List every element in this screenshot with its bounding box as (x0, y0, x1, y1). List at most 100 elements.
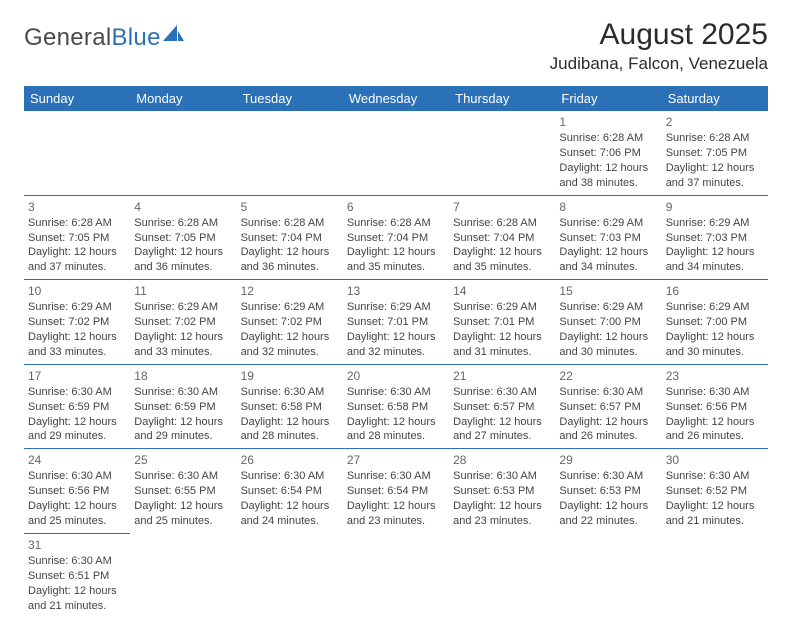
calendar-cell: 20Sunrise: 6:30 AMSunset: 6:58 PMDayligh… (343, 364, 449, 449)
daylight-line-1: Daylight: 12 hours (241, 245, 339, 260)
calendar-row: 10Sunrise: 6:29 AMSunset: 7:02 PMDayligh… (24, 280, 768, 365)
weekday-header: Thursday (449, 86, 555, 111)
logo-text-general: General (24, 24, 111, 52)
day-number: 20 (347, 368, 445, 384)
sunrise-line: Sunrise: 6:30 AM (347, 385, 445, 400)
calendar-cell (449, 111, 555, 195)
calendar-cell: 10Sunrise: 6:29 AMSunset: 7:02 PMDayligh… (24, 280, 130, 365)
day-number: 18 (134, 368, 232, 384)
sunset-line: Sunset: 6:59 PM (28, 400, 126, 415)
daylight-line-1: Daylight: 12 hours (241, 415, 339, 430)
day-number: 16 (666, 283, 764, 299)
daylight-line-1: Daylight: 12 hours (347, 330, 445, 345)
sunset-line: Sunset: 6:52 PM (666, 484, 764, 499)
daylight-line-1: Daylight: 12 hours (453, 415, 551, 430)
sail-icon (163, 23, 185, 48)
daylight-line-2: and 37 minutes. (28, 260, 126, 275)
daylight-line-1: Daylight: 12 hours (559, 161, 657, 176)
sunrise-line: Sunrise: 6:29 AM (559, 300, 657, 315)
daylight-line-1: Daylight: 12 hours (559, 330, 657, 345)
calendar-cell (237, 533, 343, 617)
daylight-line-2: and 31 minutes. (453, 345, 551, 360)
sunrise-line: Sunrise: 6:29 AM (347, 300, 445, 315)
day-number: 26 (241, 452, 339, 468)
calendar-cell: 8Sunrise: 6:29 AMSunset: 7:03 PMDaylight… (555, 195, 661, 280)
calendar-cell: 3Sunrise: 6:28 AMSunset: 7:05 PMDaylight… (24, 195, 130, 280)
sunrise-line: Sunrise: 6:29 AM (241, 300, 339, 315)
sunrise-line: Sunrise: 6:29 AM (28, 300, 126, 315)
calendar-cell: 5Sunrise: 6:28 AMSunset: 7:04 PMDaylight… (237, 195, 343, 280)
calendar-cell: 28Sunrise: 6:30 AMSunset: 6:53 PMDayligh… (449, 449, 555, 534)
daylight-line-2: and 28 minutes. (347, 429, 445, 444)
weekday-header: Friday (555, 86, 661, 111)
day-number: 7 (453, 199, 551, 215)
calendar-cell (237, 111, 343, 195)
sunrise-line: Sunrise: 6:30 AM (241, 469, 339, 484)
daylight-line-2: and 23 minutes. (347, 514, 445, 529)
sunset-line: Sunset: 6:53 PM (453, 484, 551, 499)
sunset-line: Sunset: 6:54 PM (241, 484, 339, 499)
calendar-cell: 6Sunrise: 6:28 AMSunset: 7:04 PMDaylight… (343, 195, 449, 280)
calendar-cell: 12Sunrise: 6:29 AMSunset: 7:02 PMDayligh… (237, 280, 343, 365)
daylight-line-2: and 25 minutes. (28, 514, 126, 529)
daylight-line-1: Daylight: 12 hours (666, 245, 764, 260)
calendar-cell: 22Sunrise: 6:30 AMSunset: 6:57 PMDayligh… (555, 364, 661, 449)
daylight-line-2: and 26 minutes. (666, 429, 764, 444)
calendar-cell: 15Sunrise: 6:29 AMSunset: 7:00 PMDayligh… (555, 280, 661, 365)
daylight-line-1: Daylight: 12 hours (347, 245, 445, 260)
calendar-cell: 4Sunrise: 6:28 AMSunset: 7:05 PMDaylight… (130, 195, 236, 280)
day-number: 23 (666, 368, 764, 384)
sunrise-line: Sunrise: 6:30 AM (241, 385, 339, 400)
calendar-cell: 2Sunrise: 6:28 AMSunset: 7:05 PMDaylight… (662, 111, 768, 195)
sunset-line: Sunset: 6:58 PM (347, 400, 445, 415)
daylight-line-2: and 36 minutes. (134, 260, 232, 275)
day-number: 31 (28, 537, 126, 553)
daylight-line-1: Daylight: 12 hours (134, 499, 232, 514)
calendar-row: 31Sunrise: 6:30 AMSunset: 6:51 PMDayligh… (24, 533, 768, 617)
daylight-line-1: Daylight: 12 hours (559, 415, 657, 430)
daylight-line-1: Daylight: 12 hours (453, 330, 551, 345)
sunset-line: Sunset: 7:05 PM (28, 231, 126, 246)
daylight-line-1: Daylight: 12 hours (559, 245, 657, 260)
daylight-line-1: Daylight: 12 hours (666, 161, 764, 176)
weekday-header: Sunday (24, 86, 130, 111)
calendar-cell: 16Sunrise: 6:29 AMSunset: 7:00 PMDayligh… (662, 280, 768, 365)
daylight-line-2: and 29 minutes. (28, 429, 126, 444)
weekday-header: Monday (130, 86, 236, 111)
daylight-line-1: Daylight: 12 hours (453, 499, 551, 514)
calendar-cell: 29Sunrise: 6:30 AMSunset: 6:53 PMDayligh… (555, 449, 661, 534)
sunrise-line: Sunrise: 6:29 AM (453, 300, 551, 315)
daylight-line-1: Daylight: 12 hours (241, 330, 339, 345)
calendar-cell (343, 111, 449, 195)
day-number: 5 (241, 199, 339, 215)
daylight-line-2: and 35 minutes. (347, 260, 445, 275)
calendar-cell (130, 111, 236, 195)
day-number: 19 (241, 368, 339, 384)
day-number: 9 (666, 199, 764, 215)
sunrise-line: Sunrise: 6:30 AM (28, 385, 126, 400)
sunrise-line: Sunrise: 6:28 AM (559, 131, 657, 146)
daylight-line-2: and 35 minutes. (453, 260, 551, 275)
weekday-header: Saturday (662, 86, 768, 111)
daylight-line-1: Daylight: 12 hours (28, 245, 126, 260)
sunrise-line: Sunrise: 6:29 AM (134, 300, 232, 315)
daylight-line-2: and 28 minutes. (241, 429, 339, 444)
calendar-cell: 25Sunrise: 6:30 AMSunset: 6:55 PMDayligh… (130, 449, 236, 534)
sunset-line: Sunset: 6:53 PM (559, 484, 657, 499)
calendar-cell: 14Sunrise: 6:29 AMSunset: 7:01 PMDayligh… (449, 280, 555, 365)
sunset-line: Sunset: 6:56 PM (28, 484, 126, 499)
sunrise-line: Sunrise: 6:28 AM (28, 216, 126, 231)
calendar-cell: 26Sunrise: 6:30 AMSunset: 6:54 PMDayligh… (237, 449, 343, 534)
sunset-line: Sunset: 7:05 PM (134, 231, 232, 246)
sunset-line: Sunset: 7:01 PM (453, 315, 551, 330)
calendar-cell: 24Sunrise: 6:30 AMSunset: 6:56 PMDayligh… (24, 449, 130, 534)
day-number: 13 (347, 283, 445, 299)
calendar-cell: 7Sunrise: 6:28 AMSunset: 7:04 PMDaylight… (449, 195, 555, 280)
daylight-line-2: and 34 minutes. (666, 260, 764, 275)
sunrise-line: Sunrise: 6:30 AM (666, 469, 764, 484)
calendar-cell: 19Sunrise: 6:30 AMSunset: 6:58 PMDayligh… (237, 364, 343, 449)
day-number: 10 (28, 283, 126, 299)
daylight-line-2: and 21 minutes. (28, 599, 126, 614)
sunset-line: Sunset: 6:58 PM (241, 400, 339, 415)
daylight-line-2: and 25 minutes. (134, 514, 232, 529)
